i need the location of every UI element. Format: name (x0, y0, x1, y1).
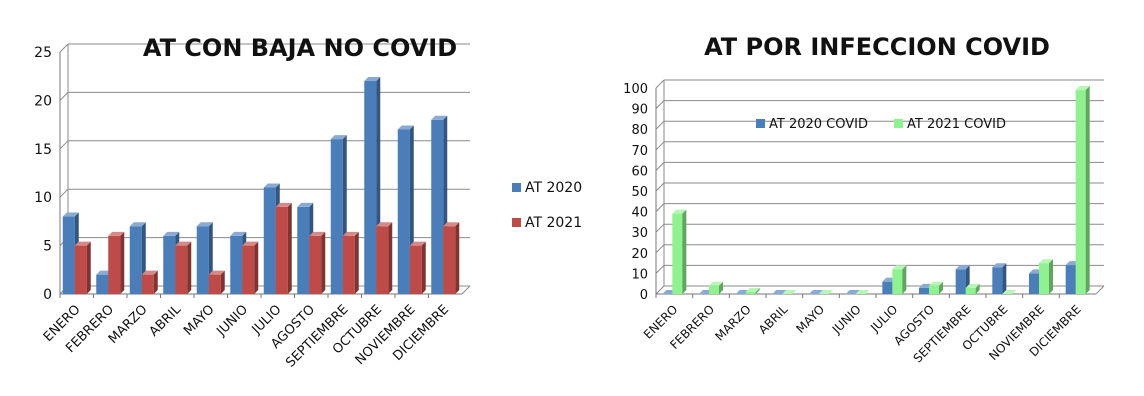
chart-no-covid: 0510152025ENEROFEBREROMARZOABRILMAYOJUNI… (34, 34, 582, 371)
x-tick-label: JULIO (867, 302, 900, 335)
bar-at-2021-abril (175, 241, 192, 294)
bar-at-2020-covid-octubre (992, 263, 1007, 294)
legend-entry: AT 2021 COVID (894, 117, 1006, 132)
y-tick-label: 10 (631, 267, 648, 282)
y-tick-label: 0 (43, 287, 52, 303)
gridline-side (655, 141, 665, 151)
y-tick-label: 40 (631, 206, 648, 221)
bar-at-2021-covid-agosto (929, 281, 943, 294)
legend-entry: AT 2020 COVID (756, 117, 868, 132)
bar-at-2020-covid-junio (845, 290, 860, 294)
legend-swatch (894, 119, 903, 128)
bar-at-2021-septiembre (342, 231, 359, 294)
bar-at-2021-covid-diciembre (1075, 86, 1090, 294)
y-tick-label: 0 (640, 288, 648, 303)
bar-at-2021-junio (242, 241, 259, 294)
y-tick-label: 20 (631, 247, 648, 262)
y-tick-label: 10 (34, 190, 52, 206)
bar-at-2021-julio (275, 202, 292, 294)
bar-at-2021-mayo (208, 270, 225, 294)
y-tick-label: 50 (631, 185, 648, 200)
y-tick-label: 80 (631, 123, 648, 138)
y-tick-label: 90 (631, 103, 648, 118)
gridline-side (655, 203, 665, 212)
floor-edge (461, 285, 471, 295)
y-tick-label: 70 (631, 144, 648, 159)
gridline-side (59, 43, 69, 53)
chart-title: AT POR INFECCION COVID (704, 33, 1050, 61)
gridline-side (59, 140, 69, 150)
y-tick-label: 20 (34, 93, 52, 109)
legend-label: AT 2020 (525, 180, 582, 196)
legend-label: AT 2021 COVID (907, 117, 1006, 132)
legend-swatch (512, 183, 521, 192)
gridline-side (655, 223, 665, 233)
legend-swatch (512, 218, 521, 227)
bar-at-2021-febrero (108, 231, 125, 294)
bar-at-2021-covid-noviembre (1039, 259, 1053, 294)
legend-entry: AT 2020 (512, 180, 582, 196)
gridline-side (655, 100, 665, 109)
y-tick-label: 25 (34, 45, 52, 61)
x-tick-label: JUNIO (214, 302, 252, 340)
bar-at-2021-covid-julio (892, 265, 907, 294)
legend-label: AT 2021 (525, 215, 582, 231)
y-tick-label: 100 (623, 82, 648, 97)
legend-entry: AT 2021 (512, 215, 582, 231)
floor-edge (1095, 285, 1105, 295)
bar-at-2021-covid-febrero (709, 281, 723, 294)
bar-at-2021-marzo (141, 270, 158, 294)
y-tick-label: 60 (631, 164, 648, 179)
chart-panel-covid: 0 10 20 30 40 50 60 70 80 90 100 ENERO FEBRERO MARZO A… (592, 0, 1144, 396)
legend-swatch (756, 119, 765, 128)
x-tick-label: MARZO (712, 302, 753, 343)
x-tick-label: JUNIO (829, 302, 864, 337)
bar-at-2021-octubre (376, 222, 393, 294)
x-tick-label: ABRIL (756, 302, 791, 337)
bar-at-2021-diciembre (443, 222, 460, 294)
gridline-side (59, 92, 69, 101)
gridline-side (655, 265, 665, 274)
gridline-side (655, 285, 665, 295)
legend-label: AT 2020 COVID (769, 117, 868, 132)
y-tick-label: 30 (631, 226, 648, 241)
bar-at-2021-covid-abril (782, 290, 797, 294)
y-tick-label: 15 (34, 142, 52, 158)
gridline-side (655, 244, 665, 254)
gridline-side (59, 188, 69, 198)
x-tick-label: MAYO (793, 302, 827, 336)
chart-panel-no-covid: 0 5 10 15 20 25 ENERO FEBRERO MARZO ABRIL MAYO JUNI… (34, 0, 593, 396)
bar-at-2021-enero (74, 241, 91, 294)
bar-at-2021-covid-marzo (745, 287, 760, 294)
bar-at-2020-covid-mayo (809, 290, 823, 294)
bar-at-2020-covid-abril (772, 290, 787, 294)
x-tick-label: ABRIL (147, 302, 185, 340)
bar-at-2021-covid-junio (855, 290, 870, 294)
bar-at-2021-noviembre (409, 241, 426, 294)
x-tick-label: MAYO (181, 302, 217, 338)
bar-at-2021-agosto (309, 231, 326, 294)
bar-at-2021-covid-octubre (1002, 290, 1017, 294)
gridline-side (655, 79, 665, 89)
gridline-side (655, 120, 665, 130)
bar-at-2021-covid-mayo (819, 290, 833, 294)
bar-at-2021-covid-enero (672, 209, 687, 294)
chart-title: AT CON BAJA NO COVID (143, 34, 457, 62)
gridline-side (655, 162, 665, 171)
bar-at-2021-covid-septiembre (965, 283, 980, 294)
y-tick-label: 5 (43, 239, 52, 255)
gridline-side (655, 182, 665, 192)
